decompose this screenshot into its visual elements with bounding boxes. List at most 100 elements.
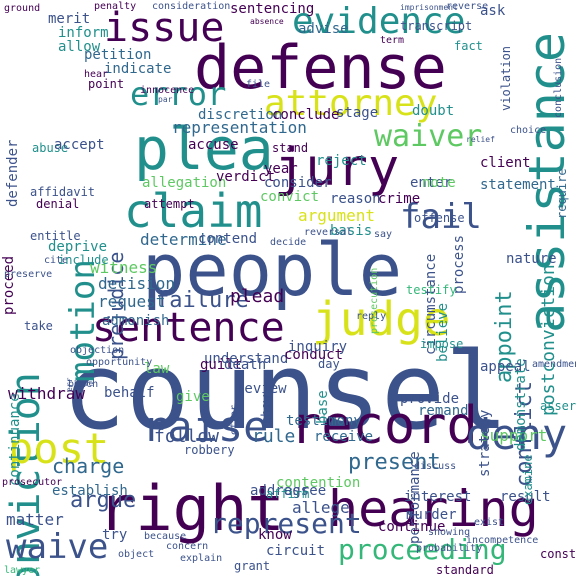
word-death: death	[224, 357, 267, 373]
word-reject: reject	[316, 153, 367, 169]
word-cite: cite	[44, 255, 69, 266]
word-error: error	[130, 75, 227, 113]
word-raise: raise	[142, 402, 269, 451]
word-deprive: deprive	[48, 239, 108, 255]
word-standard: standard	[436, 563, 494, 576]
word-assert: assert	[540, 399, 576, 413]
word-objection: objection	[70, 345, 125, 356]
word-address: address	[250, 483, 310, 499]
word-contention: contention	[276, 475, 361, 491]
word-petition: petition	[84, 47, 152, 63]
word-affirm: affirm	[266, 487, 310, 501]
word-follow: follow	[154, 426, 220, 447]
word-basis: basis	[330, 223, 373, 239]
word-reply: reply	[356, 311, 387, 322]
word-accuse: accuse	[188, 137, 239, 153]
word-appeal: appeal	[480, 359, 531, 375]
word-strategy: strategy	[477, 409, 493, 477]
word-denial: denial	[36, 197, 80, 211]
word-crime: crime	[378, 191, 421, 207]
word-deny: deny	[466, 410, 568, 459]
word-determine: determine	[140, 230, 227, 249]
word-preserve: preserve	[4, 269, 53, 280]
word-matter: matter	[6, 510, 64, 529]
word-allege: allege	[292, 498, 350, 517]
word-circuit: circuit	[266, 543, 326, 559]
word-plea: plea	[134, 115, 274, 183]
word-innocence: innocence	[140, 85, 195, 96]
word-proceed: proceed	[1, 255, 17, 315]
word-understand: understand	[204, 351, 289, 367]
word-doubt: doubt	[412, 103, 455, 119]
word-conduct: conduct	[284, 347, 344, 363]
word-par: par	[158, 95, 173, 104]
word-remand: remand	[418, 403, 469, 419]
word-attempt: attempt	[144, 197, 195, 211]
word-decision: decision	[98, 274, 176, 293]
word-reverse: reverse	[446, 1, 489, 12]
word-prosecutor: prosecutor	[2, 477, 63, 488]
word-murder: murder	[406, 507, 457, 523]
word-provide: provide	[400, 391, 460, 407]
word-penalty: penalty	[94, 1, 137, 12]
word-err: err	[65, 377, 74, 392]
word-waive: waive	[6, 527, 109, 567]
word-lawyer: lawyer	[4, 565, 41, 576]
word-conclude: conclude	[272, 107, 340, 123]
word-object: object	[118, 549, 155, 560]
word-opportunity: opportunity	[86, 357, 153, 368]
word-hear: hear	[84, 69, 109, 80]
word-absence: absence	[250, 17, 284, 26]
word-witness: witness	[90, 258, 158, 277]
word-request: request	[98, 292, 166, 311]
word-sentence: sentence	[92, 305, 285, 351]
word-accept: accept	[54, 137, 105, 153]
word-testify: testify	[406, 283, 457, 297]
word-stand: stand	[272, 141, 309, 155]
word-say: say	[374, 229, 393, 240]
word-argument: argument	[298, 206, 376, 225]
word-choice: choice	[510, 125, 547, 136]
word-testimony: testimony	[286, 413, 362, 429]
word-discretion: discretion	[198, 107, 283, 123]
word-exist: exist	[474, 517, 505, 528]
word-law: law	[144, 361, 170, 377]
word-reason: reason	[330, 191, 381, 207]
word-term: term	[380, 35, 405, 46]
word-require: require	[555, 168, 569, 219]
word-client: client	[480, 155, 531, 171]
word-year: year	[264, 161, 298, 177]
word-amendment: amendment	[532, 359, 576, 370]
word-allegation: allegation	[142, 175, 227, 191]
word-abuse: abuse	[32, 141, 69, 155]
word-result: result	[500, 489, 551, 505]
word-record: record	[290, 396, 478, 456]
word-counsel: counsel	[62, 330, 509, 453]
word-support: support	[480, 426, 548, 445]
word-file: file	[246, 79, 271, 90]
word-incompetence: incompetence	[466, 535, 539, 546]
word-day: day	[318, 357, 340, 371]
word-postconviction: postconviction	[538, 264, 559, 416]
word-affidavit: affidavit	[30, 185, 96, 199]
word-grant: grant	[234, 559, 271, 573]
word-rule: rule	[252, 426, 296, 447]
word-violation: violation	[499, 45, 513, 111]
word-plead: plead	[230, 286, 285, 307]
word-reversal: reversal	[304, 227, 353, 238]
word-issue: issue	[104, 5, 225, 51]
word-guilt: guilt	[200, 357, 243, 373]
word-indicate: indicate	[104, 61, 172, 77]
word-constitute: constitute	[540, 547, 576, 561]
word-attorney: attorney	[264, 83, 438, 124]
word-consider: consider	[264, 175, 332, 191]
word-entitle: entitle	[30, 229, 81, 243]
word-convict: convict	[260, 189, 320, 205]
word-include: include	[58, 253, 109, 267]
word-take: take	[24, 319, 53, 333]
word-imprisonment: imprisonment	[400, 3, 458, 12]
word-contend: contend	[198, 231, 258, 247]
word-statement: statement	[480, 177, 556, 193]
word-prosecution: prosecution	[369, 267, 380, 334]
